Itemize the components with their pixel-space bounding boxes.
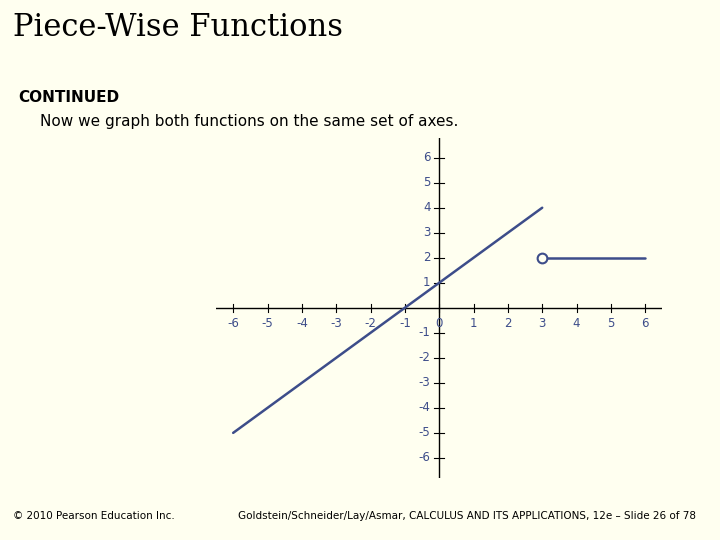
Text: CONTINUED: CONTINUED (18, 90, 119, 105)
Text: 5: 5 (607, 316, 615, 329)
Text: -1: -1 (399, 316, 411, 329)
Text: Piece-Wise Functions: Piece-Wise Functions (13, 12, 343, 43)
Text: 2: 2 (504, 316, 512, 329)
Text: -3: -3 (419, 376, 431, 389)
Text: -5: -5 (261, 316, 274, 329)
Text: -1: -1 (419, 326, 431, 339)
Text: -2: -2 (419, 352, 431, 365)
Text: -5: -5 (419, 427, 431, 440)
Text: © 2010 Pearson Education Inc.: © 2010 Pearson Education Inc. (13, 511, 175, 521)
Text: Goldstein/Schneider/Lay/Asmar, CALCULUS AND ITS APPLICATIONS, 12e – Slide 26 of : Goldstein/Schneider/Lay/Asmar, CALCULUS … (238, 511, 696, 521)
Text: Now we graph both functions on the same set of axes.: Now we graph both functions on the same … (40, 114, 458, 129)
Text: 4: 4 (423, 201, 431, 214)
Text: -4: -4 (419, 401, 431, 414)
Text: -2: -2 (364, 316, 377, 329)
Text: 6: 6 (642, 316, 649, 329)
Text: -3: -3 (330, 316, 342, 329)
Text: 3: 3 (423, 226, 431, 239)
Text: -6: -6 (419, 451, 431, 464)
Text: 6: 6 (423, 151, 431, 164)
Text: 1: 1 (423, 276, 431, 289)
Text: -6: -6 (228, 316, 239, 329)
Text: 0: 0 (436, 316, 443, 329)
Text: 2: 2 (423, 251, 431, 264)
Text: 3: 3 (539, 316, 546, 329)
Text: 1: 1 (469, 316, 477, 329)
Text: 4: 4 (573, 316, 580, 329)
Text: 5: 5 (423, 176, 431, 189)
Text: -4: -4 (296, 316, 307, 329)
